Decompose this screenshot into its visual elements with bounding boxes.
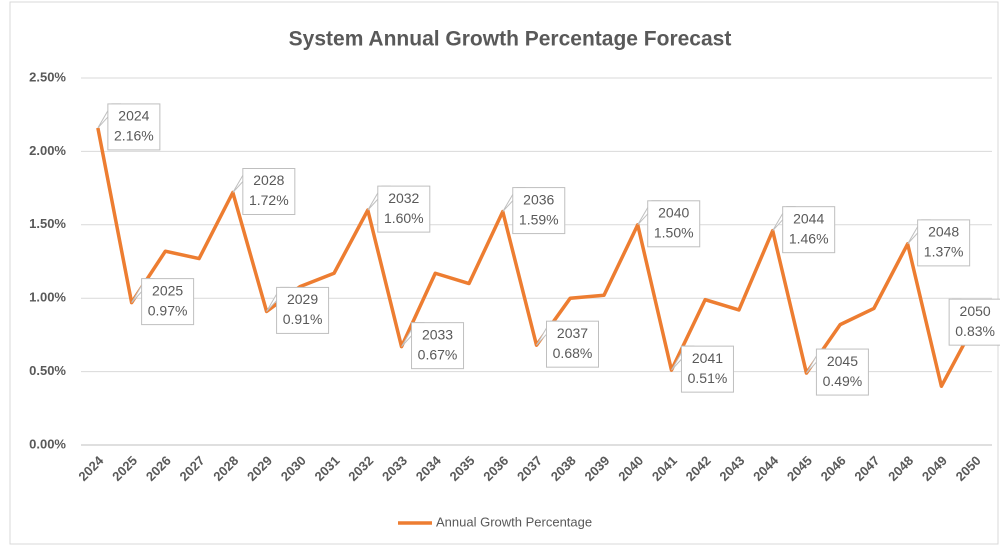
callout-box: [917, 219, 971, 267]
data-label: 0.91%: [283, 311, 323, 327]
data-callout: 2037 0.68%: [536, 320, 599, 368]
callout-category: 2029: [287, 291, 318, 307]
y-tick-label: 0.50%: [29, 363, 66, 378]
callout-box: [782, 206, 836, 254]
data-label: 2.16%: [114, 128, 154, 144]
callout-box: [141, 278, 195, 326]
data-callout: 2032 1.60%: [367, 185, 431, 233]
data-callout: 2025 0.97%: [131, 278, 195, 326]
data-label: 1.46%: [789, 230, 829, 246]
data-label: 1.60%: [384, 210, 424, 226]
y-tick-label: 1.50%: [29, 216, 66, 231]
data-label: 0.83%: [955, 323, 995, 339]
callout-box: [948, 298, 1000, 346]
callout-category: 2036: [523, 191, 554, 207]
callout-category: 2040: [658, 205, 689, 221]
data-callout: 2048 1.37%: [907, 219, 971, 267]
data-label: 0.49%: [823, 373, 863, 389]
callout-category: 2041: [692, 350, 723, 366]
y-tick-label: 1.00%: [29, 290, 66, 305]
y-tick-label: 0.00%: [29, 436, 66, 451]
chart-frame: [9, 1, 999, 545]
callout-box: [815, 348, 869, 396]
callout-category: 2024: [118, 108, 149, 124]
data-callout: 2044 1.46%: [772, 206, 836, 254]
callout-box: [411, 322, 465, 370]
y-tick-label: 2.50%: [29, 69, 66, 84]
data-label: 1.37%: [924, 244, 964, 260]
data-label: 0.68%: [553, 345, 593, 361]
callout-box: [512, 187, 566, 235]
data-label: 0.67%: [418, 346, 458, 362]
callout-box: [680, 345, 734, 393]
callout-category: 2032: [388, 190, 419, 206]
callout-category: 2050: [960, 303, 991, 319]
callout-category: 2048: [928, 224, 959, 240]
y-tick-label: 2.00%: [29, 143, 66, 158]
data-callout: 2040 1.50%: [637, 200, 701, 248]
callout-category: 2044: [793, 210, 824, 226]
callout-box: [377, 185, 431, 233]
callout-category: 2045: [827, 353, 858, 369]
callout-box: [276, 286, 330, 334]
data-callout: 2045 0.49%: [805, 348, 869, 396]
data-label: 0.51%: [688, 370, 728, 386]
callout-category: 2033: [422, 326, 453, 342]
callout-box: [242, 168, 296, 216]
data-callout: 2024 2.16%: [97, 103, 161, 151]
legend-label: Annual Growth Percentage: [436, 514, 592, 529]
callout-box: [107, 103, 161, 151]
chart-title: System Annual Growth Percentage Forecast: [289, 28, 732, 51]
callout-category: 2028: [253, 172, 284, 188]
data-callout: 2029 0.91%: [266, 286, 330, 334]
data-label: 1.59%: [519, 211, 559, 227]
data-label: 0.97%: [148, 302, 188, 318]
data-label: 1.50%: [654, 225, 694, 241]
data-callout: 2028 1.72%: [232, 168, 296, 216]
callout-box: [546, 320, 599, 368]
data-callout: 2050 0.83%: [948, 298, 1000, 346]
data-label: 1.72%: [249, 192, 289, 208]
callout-category: 2037: [557, 325, 588, 341]
callout-category: 2025: [152, 282, 183, 298]
data-callout: 2033 0.67%: [401, 322, 465, 370]
data-callout: 2041 0.51%: [671, 345, 734, 393]
callout-box: [647, 200, 701, 248]
data-callout: 2036 1.59%: [502, 187, 566, 235]
